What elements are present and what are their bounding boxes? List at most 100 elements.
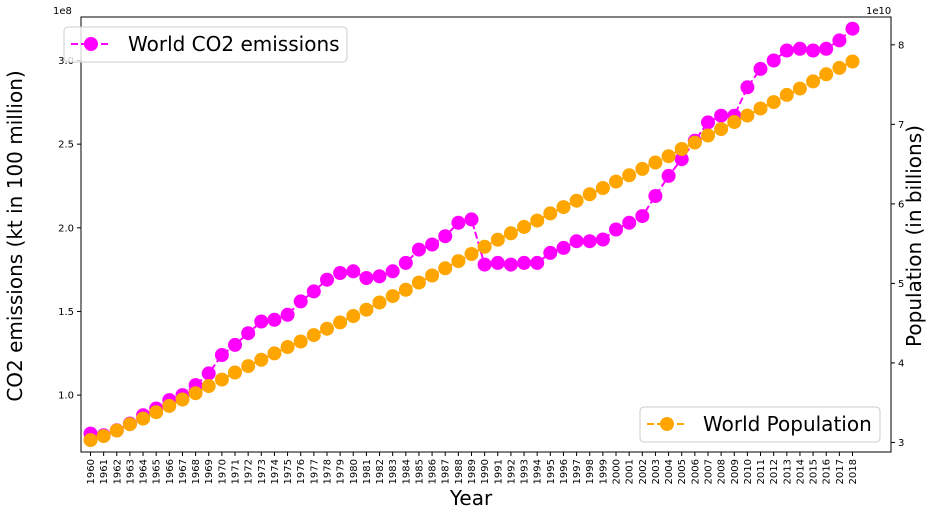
population-point (175, 392, 190, 407)
x-tick-label: 1961 (99, 459, 110, 484)
x-tick-label: 1982 (375, 459, 386, 484)
population-point (109, 423, 124, 438)
x-tick-label: 1995 (546, 459, 557, 484)
x-tick-label: 1974 (270, 459, 281, 484)
x-tick-label: 1992 (506, 459, 517, 484)
population-point (517, 219, 532, 234)
population-point (648, 155, 663, 170)
x-tick-label: 1964 (139, 459, 150, 484)
population-point (727, 115, 742, 129)
co2-point (333, 266, 348, 280)
co2-point (306, 284, 321, 299)
population-point (96, 429, 111, 444)
population-point (779, 87, 794, 102)
population-point (806, 74, 821, 89)
x-tick-label: 1979 (336, 459, 347, 484)
legend-population-frame (639, 406, 881, 443)
co2-point (241, 326, 256, 341)
x-tick-label: 1994 (533, 459, 544, 484)
population-point (582, 187, 597, 202)
co2-point (766, 53, 781, 68)
co2-series-group (83, 21, 860, 443)
x-tick-label: 2013 (782, 459, 793, 484)
population-point (753, 101, 768, 116)
co2-point (267, 312, 282, 327)
population-point (503, 226, 518, 241)
population-point (687, 135, 702, 150)
co2-point (425, 237, 440, 252)
x-tick-label: 2003 (651, 459, 662, 484)
population-point (320, 321, 334, 336)
x-tick-label: 2012 (769, 459, 780, 484)
population-point (398, 282, 413, 297)
population-point (714, 122, 729, 137)
co2-point (582, 234, 597, 249)
population-point (490, 232, 505, 247)
population-point (306, 328, 321, 343)
population-point (464, 247, 479, 261)
x-tick-label: 1976 (296, 459, 307, 484)
x-tick-label: 2011 (756, 459, 767, 484)
y2-tick-label: 7 (898, 120, 904, 131)
x-tick-label: 1975 (283, 459, 294, 484)
x-tick-label: 1986 (428, 459, 439, 484)
x-tick-label: 1981 (362, 459, 373, 484)
x-tick-label: 1999 (598, 459, 609, 484)
population-point (622, 168, 637, 183)
y2-tick-label: 8 (898, 40, 904, 51)
co2-point (411, 242, 426, 257)
co2-point (201, 366, 216, 381)
co2-point (254, 314, 269, 329)
population-point (122, 417, 137, 432)
x-tick-label: 2017 (835, 459, 846, 484)
legend-population-marker (660, 417, 674, 431)
x-tick-label: 1977 (309, 459, 320, 484)
population-point (635, 161, 650, 176)
population-point (149, 405, 164, 420)
population-point (609, 174, 623, 189)
population-point (136, 411, 151, 426)
co2-point (622, 215, 637, 230)
x-tick-label: 2000 (612, 459, 623, 484)
legend-co2-frame (63, 26, 348, 63)
population-series-group (83, 54, 860, 448)
population-point (819, 67, 834, 82)
y-tick-label: 2.0 (58, 223, 74, 234)
co2-point (490, 255, 505, 270)
co2-point (320, 272, 334, 287)
x-tick-label: 1972 (244, 459, 255, 484)
co2-point (661, 168, 676, 183)
y2-tick-label: 6 (898, 199, 904, 210)
population-point (832, 60, 847, 75)
population-point (543, 206, 558, 221)
x-tick-label: 2008 (717, 459, 728, 484)
x-tick-label: 2018 (848, 459, 859, 484)
x-tick-label: 2007 (703, 459, 714, 484)
population-point (359, 302, 374, 317)
population-point (346, 309, 361, 323)
co2-point (438, 229, 453, 244)
population-point (425, 268, 440, 283)
co2-point (398, 255, 413, 270)
population-point (477, 239, 492, 254)
x-tick-label: 2010 (743, 459, 754, 484)
x-tick-label: 1997 (572, 459, 583, 484)
population-point (411, 275, 426, 290)
co2-point (543, 245, 558, 260)
legend-co2-marker (84, 37, 98, 51)
population-point (293, 334, 308, 349)
x-tick-label: 2015 (809, 459, 820, 484)
population-point (451, 254, 466, 269)
co2-point (293, 294, 308, 309)
population-point (162, 398, 177, 413)
x-tick-label: 1989 (467, 459, 478, 484)
x-tick-label: 1984 (401, 459, 412, 484)
population-point (661, 149, 676, 164)
population-point (530, 213, 545, 228)
co2-point (280, 307, 295, 322)
co2-point (740, 80, 755, 95)
x-tick-label: 1990 (480, 459, 491, 484)
population-point (701, 128, 715, 143)
x-tick-label: 1998 (585, 459, 596, 484)
co2-point (845, 21, 860, 36)
